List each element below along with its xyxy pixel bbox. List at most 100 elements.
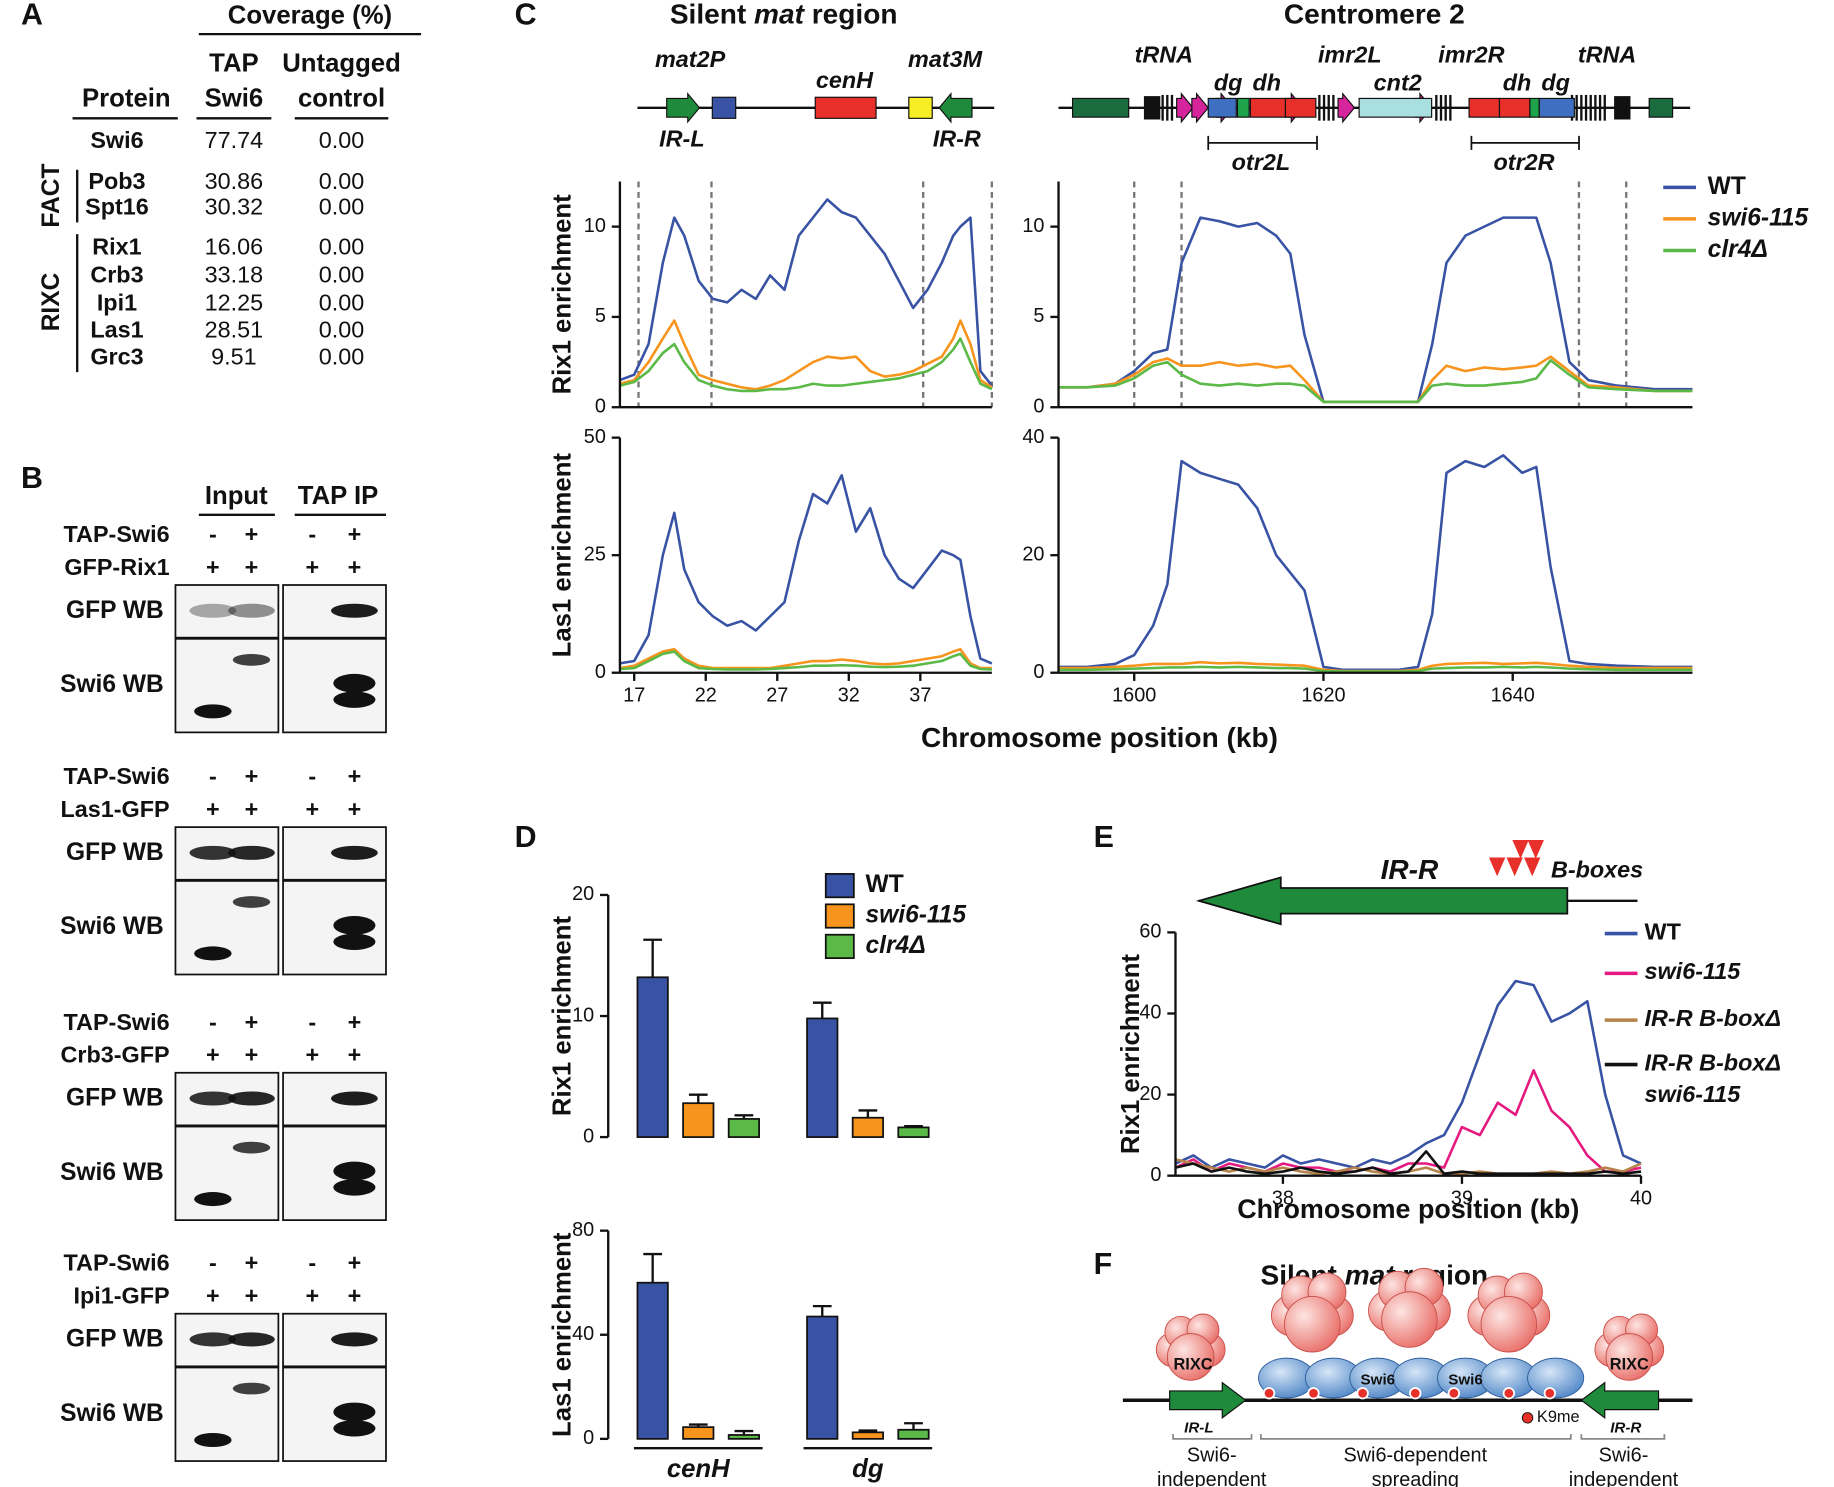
element-box [1143, 96, 1161, 120]
lane-group-header: TAP IP [298, 482, 379, 510]
blot-panel [174, 1366, 280, 1462]
panel-label: B [21, 461, 43, 495]
sample-mark: - [209, 763, 217, 789]
region-bracket [1580, 1434, 1666, 1440]
map-label: otr2L [1232, 149, 1290, 175]
y-tick-label: 20 [1139, 1083, 1161, 1105]
blot-band [189, 603, 237, 618]
legend-label: IR-R B-boxΔ [1644, 1006, 1782, 1032]
map-label: mat2P [655, 46, 726, 72]
blot-band [228, 1091, 275, 1106]
map-label: otr2R [1494, 149, 1555, 175]
blot-panel [174, 584, 280, 639]
legend-swatch [824, 903, 855, 929]
y-tick-label: 0 [1033, 661, 1044, 683]
sample-mark: + [348, 763, 362, 789]
protein-complex [1166, 1333, 1215, 1381]
legend-label: swi6-115 [1708, 204, 1809, 231]
sample-mark: + [245, 521, 259, 547]
element-box [908, 96, 933, 119]
blot-band [333, 673, 376, 693]
sample-mark: - [209, 521, 217, 547]
element-box [1207, 97, 1237, 118]
motif-marker [1512, 839, 1529, 859]
y-axis-label: Las1 enrichment [549, 1232, 577, 1437]
protein-label: Swi6 [1361, 1371, 1396, 1388]
protein-name: Ipi1 [97, 289, 137, 315]
x-axis-label: Chromosome position (kb) [1237, 1194, 1579, 1224]
coverage-value: 0.00 [319, 289, 365, 315]
column-header: Protein [82, 84, 171, 112]
element-box [1538, 97, 1575, 118]
column-header: Swi6 [205, 84, 264, 112]
element-arrow [1195, 876, 1569, 926]
sample-label: TAP-Swi6 [64, 763, 170, 789]
group-label: RIXC [38, 272, 65, 331]
table-header: Coverage (%) [228, 1, 392, 29]
sample-mark: + [348, 1282, 362, 1308]
map-label: dg [1541, 70, 1570, 96]
protein-complex [1605, 1333, 1654, 1381]
group-label: FACT [38, 163, 65, 227]
sample-mark: + [348, 521, 362, 547]
sample-mark: + [348, 554, 362, 580]
sample-mark: - [308, 1009, 316, 1035]
sample-mark: + [206, 796, 220, 822]
y-tick-label: 40 [572, 1323, 594, 1345]
blot-band [333, 916, 376, 935]
sample-mark: + [305, 1042, 319, 1068]
map-label: imr2R [1438, 42, 1504, 68]
sample-label: Crb3-GFP [61, 1042, 170, 1068]
legend-label: clr4Δ [866, 932, 926, 959]
blot-label: GFP WB [66, 1326, 164, 1353]
series-line [1174, 979, 1642, 1169]
methyl-key [1521, 1412, 1534, 1424]
map-title-part: Centromere 2 [1284, 0, 1465, 30]
map-label: mat3M [908, 46, 983, 72]
y-axis-label: Rix1 enrichment [549, 916, 577, 1117]
coverage-value: 0.00 [319, 127, 365, 153]
legend-label: clr4Δ [1708, 236, 1768, 263]
series-line [1058, 355, 1693, 404]
series-line [1058, 359, 1693, 404]
series-line [619, 474, 993, 665]
x-tick-label: 17 [623, 684, 645, 706]
blot-band [333, 1402, 376, 1422]
sample-mark: + [348, 1250, 362, 1276]
blot-label: Swi6 WB [60, 1159, 164, 1186]
coverage-value: 9.51 [211, 343, 256, 369]
element-box [1614, 96, 1631, 120]
map-title: Centromere 2 [1284, 0, 1465, 30]
panel-label: A [21, 0, 43, 32]
panel-label: F [1094, 1247, 1113, 1281]
coverage-value: 0.00 [319, 343, 365, 369]
y-tick-label: 40 [1139, 1002, 1161, 1024]
blot-label: Swi6 WB [60, 671, 164, 698]
coverage-value: 30.86 [205, 168, 264, 194]
protein-name: Pob3 [88, 168, 145, 194]
x-tick-label: 39 [1451, 1187, 1473, 1209]
blot-label: GFP WB [66, 1085, 164, 1112]
region-label: Swi6-dependent [1343, 1445, 1487, 1467]
sample-mark: + [348, 796, 362, 822]
sample-label: TAP-Swi6 [64, 521, 170, 547]
coverage-value: 0.00 [319, 168, 365, 194]
legend-label: IR-R B-boxΔ swi6-115 [1644, 1050, 1781, 1108]
y-tick-label: 5 [595, 305, 606, 327]
sample-mark: + [305, 1282, 319, 1308]
methyl-mark [1502, 1387, 1515, 1400]
bar [851, 1116, 884, 1138]
series-line [1175, 1150, 1642, 1175]
legend-label: swi6-115 [866, 902, 967, 929]
map-label: IR-R [933, 126, 981, 152]
blot-band [228, 603, 275, 618]
map-label: tRNA [1578, 42, 1636, 68]
complex-label: RIXC [1173, 1355, 1212, 1373]
y-tick-label: 10 [584, 215, 606, 237]
y-tick-label: 10 [572, 1004, 594, 1026]
element-box [1468, 97, 1501, 118]
coverage-value: 0.00 [319, 261, 365, 287]
column-header: control [298, 84, 385, 112]
methyl-mark [1543, 1387, 1556, 1400]
